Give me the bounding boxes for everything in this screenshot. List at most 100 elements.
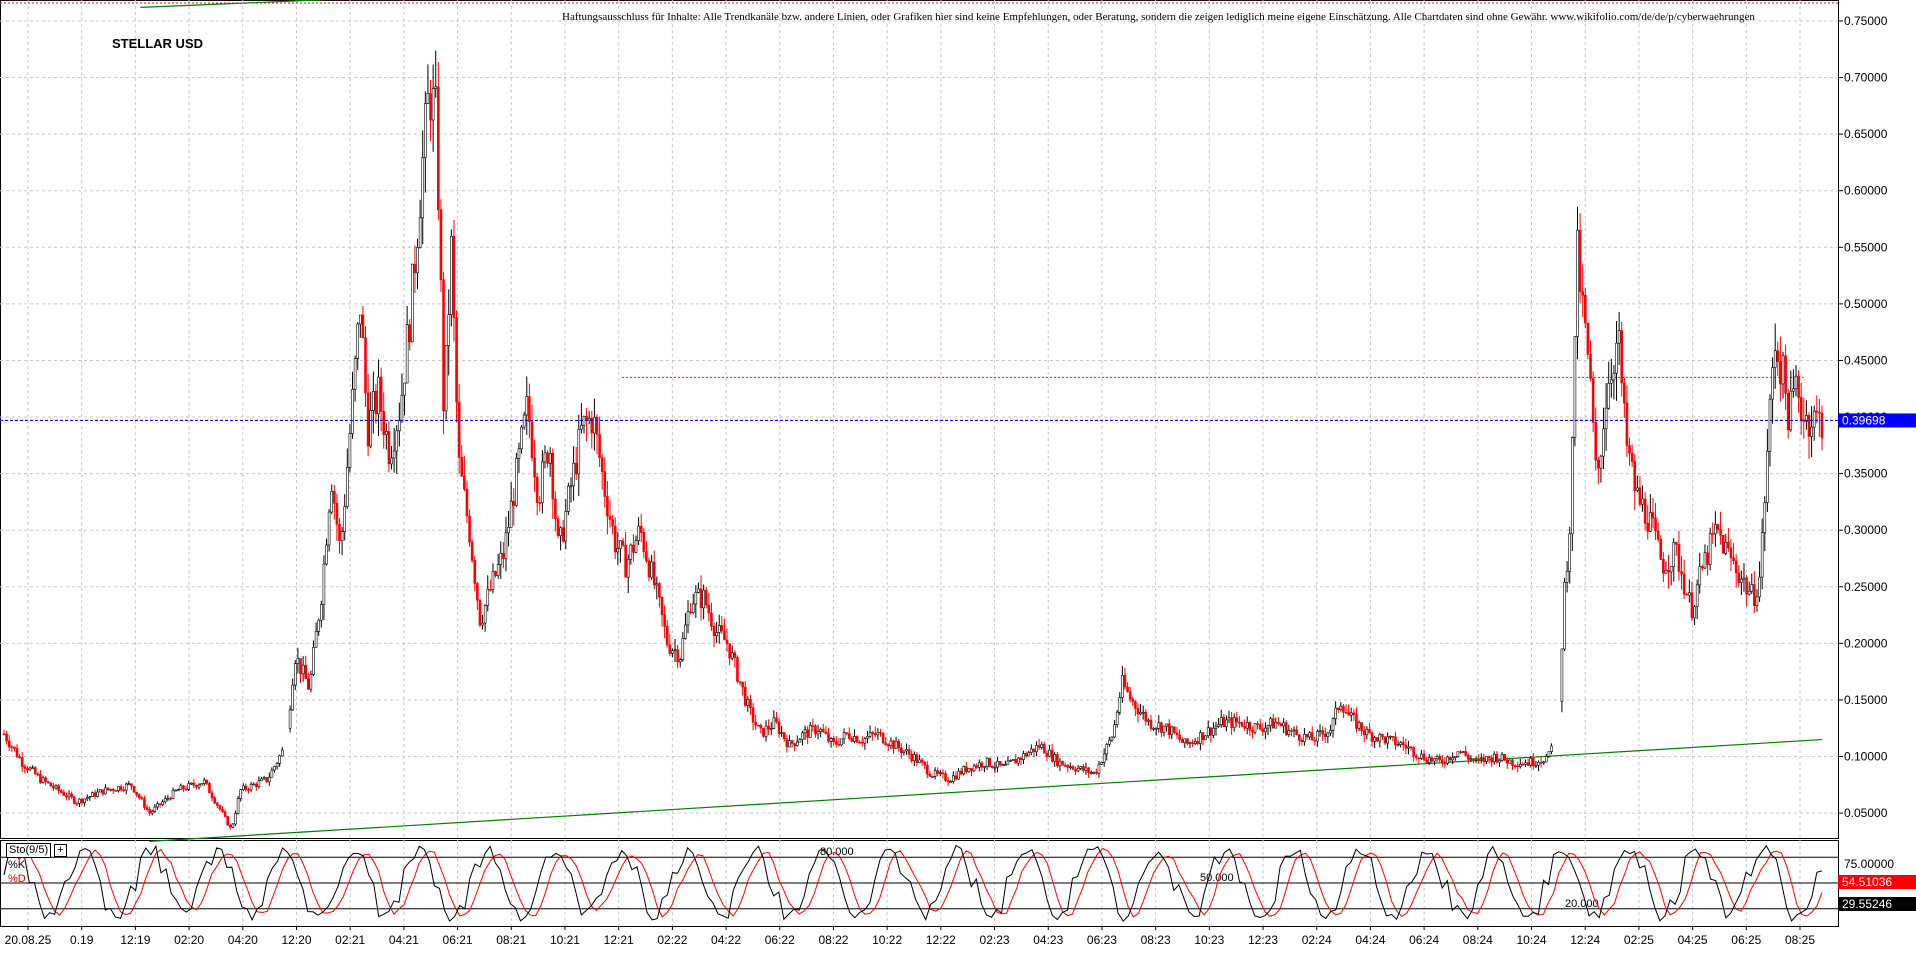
y-tick-label: 0.35000 xyxy=(1844,467,1888,481)
candle-body xyxy=(1425,759,1428,763)
candle-body xyxy=(725,639,729,644)
candle-body xyxy=(543,452,547,463)
candle-body xyxy=(1589,354,1592,379)
candle-body xyxy=(1331,718,1335,731)
candle-body xyxy=(1750,584,1754,592)
current-price-label-bg xyxy=(1838,413,1916,428)
candle-body xyxy=(931,776,934,778)
candle-body xyxy=(587,417,591,421)
candle-body xyxy=(1597,459,1600,469)
candle-body xyxy=(101,789,105,795)
candle-body xyxy=(1282,722,1285,727)
candle-body xyxy=(517,448,521,459)
candle-body xyxy=(1641,498,1644,505)
candle-body xyxy=(322,563,326,605)
candle-body xyxy=(338,523,341,541)
candle-body xyxy=(200,783,203,786)
candle-body xyxy=(1677,544,1681,572)
candle-body xyxy=(13,746,16,749)
candle-body xyxy=(239,789,242,799)
candle-body xyxy=(247,789,250,791)
candle-body xyxy=(1084,767,1088,771)
candle-body xyxy=(720,625,724,632)
candle-body xyxy=(1472,758,1475,761)
candle-body xyxy=(858,741,861,744)
candle-body xyxy=(847,733,851,739)
candle-body xyxy=(1490,757,1493,763)
candle-body xyxy=(234,813,237,825)
candle-body xyxy=(1534,764,1538,767)
candle-body xyxy=(1274,722,1278,729)
candle-body xyxy=(7,740,11,748)
candle-body xyxy=(135,791,138,795)
candle-body xyxy=(59,790,63,793)
y-tick-label: 0.45000 xyxy=(1844,353,1888,367)
candle-body xyxy=(1794,375,1798,390)
candle-body xyxy=(1662,559,1665,574)
stoch-k-line xyxy=(3,844,1823,922)
x-tick-label: 10:23 xyxy=(1194,933,1224,947)
candle-body xyxy=(169,797,172,800)
candle-body xyxy=(1706,552,1709,565)
candle-body xyxy=(660,596,664,616)
candle-body xyxy=(1001,764,1005,766)
candle-body xyxy=(174,789,177,792)
candle-body xyxy=(1139,712,1142,715)
candle-body xyxy=(1316,731,1319,742)
candle-body xyxy=(1134,701,1137,709)
candle-body xyxy=(1370,732,1374,742)
candle-body xyxy=(894,740,898,749)
candle-body xyxy=(749,699,752,709)
candle-body xyxy=(1505,759,1509,764)
candle-body xyxy=(785,738,789,748)
candle-body xyxy=(1495,753,1499,763)
stochastic-label[interactable]: Sto(9/5) xyxy=(6,843,52,858)
candle-body xyxy=(1232,717,1236,728)
candle-body xyxy=(299,658,302,675)
x-tick-label: 06:24 xyxy=(1409,933,1439,947)
candle-body xyxy=(1578,229,1582,293)
stoch-k-value-bg xyxy=(1838,875,1916,889)
candle-body xyxy=(1152,728,1155,730)
candle-body xyxy=(1009,760,1012,762)
candle-body xyxy=(213,797,216,804)
candle-body xyxy=(62,792,66,796)
candle-body xyxy=(179,785,183,791)
candle-body xyxy=(1568,533,1572,572)
candle-body xyxy=(1264,727,1267,733)
candle-body xyxy=(728,643,731,659)
candle-body xyxy=(1474,758,1478,761)
candle-body xyxy=(525,396,529,416)
candle-body xyxy=(1186,738,1189,745)
candle-body xyxy=(1820,412,1824,439)
candle-body xyxy=(1027,752,1031,757)
candle-body xyxy=(613,525,617,553)
candle-body xyxy=(572,462,575,487)
candle-body xyxy=(418,217,422,248)
candle-body xyxy=(1786,393,1790,431)
candle-body xyxy=(606,496,609,517)
candle-body xyxy=(1032,748,1036,753)
x-tick-label: 20.08.25 xyxy=(5,933,52,947)
candle-body xyxy=(1591,378,1595,423)
candle-body xyxy=(320,604,323,621)
candle-body xyxy=(647,560,651,578)
candle-body xyxy=(1521,763,1525,766)
candle-body xyxy=(1362,730,1366,735)
candle-body xyxy=(686,611,690,626)
candle-body xyxy=(296,658,300,664)
x-tick-label: 08:23 xyxy=(1141,933,1171,947)
candle-body xyxy=(106,787,110,790)
candle-body xyxy=(593,416,596,434)
candle-body xyxy=(1625,402,1629,446)
candle-body xyxy=(1214,726,1218,729)
candle-body xyxy=(265,777,268,782)
candle-body xyxy=(1732,557,1735,562)
candle-body xyxy=(1334,707,1337,719)
x-tick-label: 12:23 xyxy=(1248,933,1278,947)
stochastic-expand-button[interactable]: + xyxy=(54,844,67,857)
candle-body xyxy=(1121,674,1124,698)
candle-body xyxy=(1519,763,1522,767)
candle-body xyxy=(556,518,560,536)
candle-body xyxy=(1711,533,1715,535)
